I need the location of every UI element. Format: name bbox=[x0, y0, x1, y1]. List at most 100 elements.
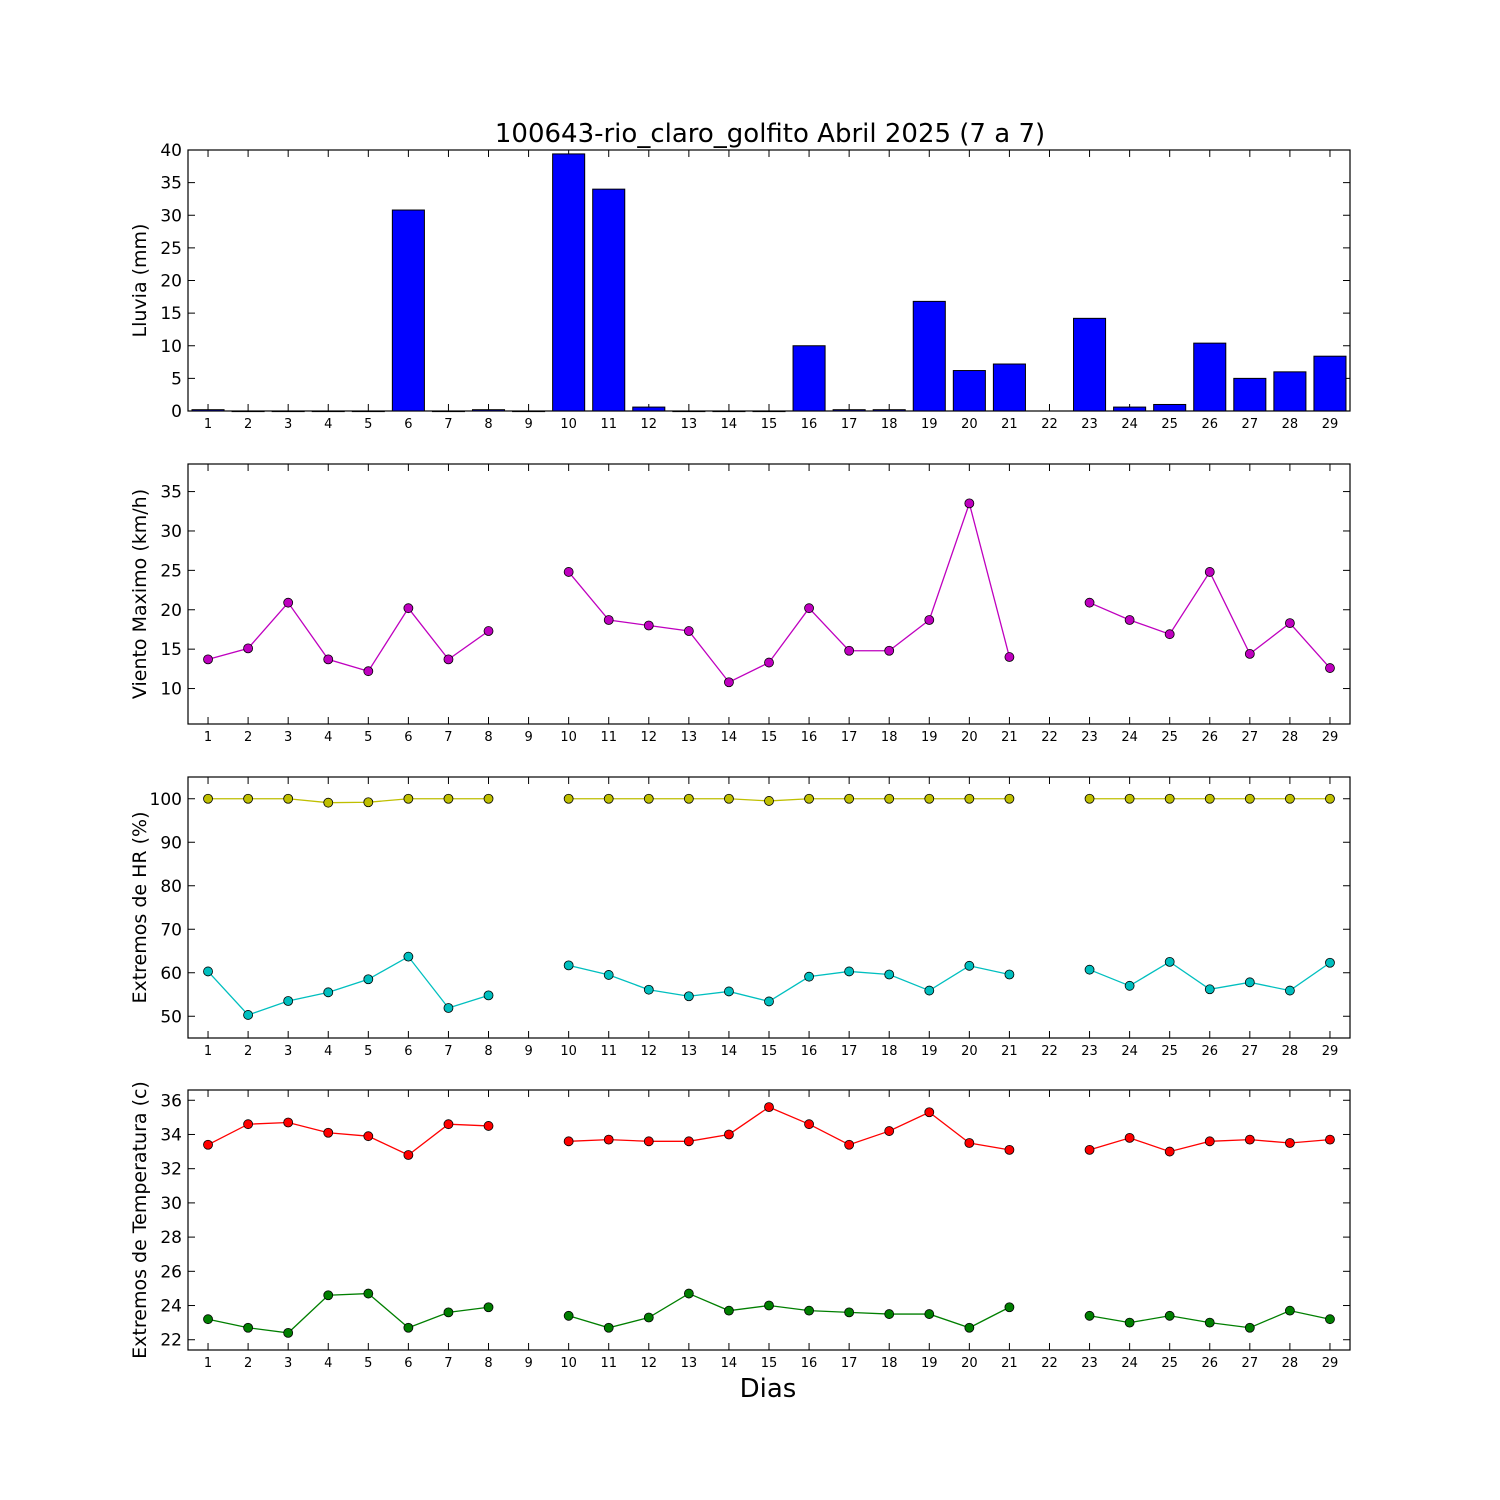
y-tick-label: 0 bbox=[171, 402, 182, 422]
x-tick-label: 27 bbox=[1242, 1044, 1259, 1059]
data-point bbox=[1284, 793, 1295, 804]
data-point bbox=[844, 1139, 855, 1150]
data-point bbox=[1124, 615, 1135, 625]
x-tick-label: 15 bbox=[761, 1044, 778, 1059]
data-point bbox=[563, 960, 574, 971]
x-tick-label: 22 bbox=[1041, 1044, 1058, 1059]
data-point bbox=[1084, 1144, 1095, 1155]
data-point bbox=[483, 1302, 494, 1313]
x-tick-label: 16 bbox=[801, 730, 818, 745]
y-tick-label: 20 bbox=[160, 601, 182, 621]
x-tick-label: 26 bbox=[1201, 417, 1218, 432]
plot-frame bbox=[187, 149, 1351, 412]
x-tick-label: 18 bbox=[881, 1356, 898, 1371]
x-tick-label: 21 bbox=[1001, 1044, 1018, 1059]
data-point bbox=[603, 1134, 614, 1145]
data-point bbox=[924, 1309, 935, 1319]
x-tick-label: 16 bbox=[801, 417, 818, 432]
data-point bbox=[403, 1322, 414, 1333]
data-point bbox=[363, 666, 374, 677]
x-tick-label: 26 bbox=[1201, 1356, 1218, 1371]
y-tick-label: 10 bbox=[160, 680, 182, 700]
series-line bbox=[568, 798, 1010, 802]
bar bbox=[1233, 377, 1267, 412]
x-tick-label: 23 bbox=[1081, 730, 1098, 745]
data-point bbox=[283, 597, 294, 608]
data-point bbox=[764, 796, 774, 806]
x-tick-label: 3 bbox=[284, 417, 292, 432]
x-tick-label: 26 bbox=[1201, 730, 1218, 745]
y-axis-label: Extremos de HR (%) bbox=[129, 811, 151, 1003]
x-tick-label: 25 bbox=[1161, 417, 1178, 432]
series-line bbox=[207, 1292, 489, 1334]
x-tick-label: 6 bbox=[404, 1044, 412, 1059]
x-tick-label: 3 bbox=[284, 730, 292, 745]
data-point bbox=[964, 960, 975, 971]
x-tick-label: 9 bbox=[524, 730, 532, 745]
data-point bbox=[1004, 793, 1015, 804]
x-tick-label: 24 bbox=[1121, 730, 1138, 745]
data-point bbox=[804, 1119, 814, 1130]
x-tick-label: 29 bbox=[1322, 417, 1339, 432]
data-point bbox=[603, 1322, 614, 1333]
bar bbox=[992, 363, 1026, 412]
data-point bbox=[1124, 1132, 1135, 1143]
x-tick-label: 15 bbox=[761, 730, 778, 745]
x-tick-label: 11 bbox=[600, 730, 617, 745]
y-tick-label: 80 bbox=[160, 877, 182, 897]
data-point bbox=[403, 951, 414, 962]
x-tick-label: 10 bbox=[560, 1044, 577, 1059]
x-tick-label: 27 bbox=[1242, 1356, 1259, 1371]
data-point bbox=[683, 1288, 694, 1299]
x-tick-label: 27 bbox=[1242, 417, 1259, 432]
data-point bbox=[1004, 1302, 1015, 1313]
data-point bbox=[1084, 793, 1095, 804]
y-tick-label: 20 bbox=[160, 272, 182, 292]
data-point bbox=[1284, 1305, 1295, 1316]
x-tick-label: 9 bbox=[524, 417, 532, 432]
data-point bbox=[643, 620, 654, 631]
x-tick-label: 4 bbox=[324, 417, 332, 432]
bar bbox=[311, 410, 345, 413]
x-tick-label: 22 bbox=[1041, 730, 1058, 745]
y-tick-label: 15 bbox=[160, 640, 182, 660]
y-tick-label: 28 bbox=[160, 1228, 182, 1248]
data-point bbox=[1325, 957, 1335, 968]
data-point bbox=[483, 626, 494, 636]
x-tick-label: 6 bbox=[404, 730, 412, 745]
series-line bbox=[568, 1106, 1010, 1151]
data-point bbox=[363, 797, 374, 808]
data-point bbox=[643, 984, 654, 995]
x-tick-label: 11 bbox=[600, 417, 617, 432]
x-tick-label: 5 bbox=[364, 1356, 372, 1371]
data-point bbox=[884, 969, 895, 980]
bar bbox=[872, 409, 906, 412]
data-point bbox=[443, 793, 454, 804]
bar bbox=[792, 345, 826, 412]
x-tick-label: 23 bbox=[1081, 1044, 1098, 1059]
y-tick-label: 35 bbox=[160, 174, 182, 194]
y-tick-label: 90 bbox=[160, 833, 182, 853]
x-tick-label: 28 bbox=[1282, 730, 1299, 745]
data-point bbox=[603, 970, 614, 980]
data-point bbox=[1084, 1310, 1095, 1321]
x-tick-label: 4 bbox=[324, 730, 332, 745]
data-point bbox=[764, 996, 774, 1007]
plot-frame bbox=[187, 463, 1351, 725]
y-axis-label: Extremos de Temperatura (c) bbox=[129, 1081, 151, 1359]
bar bbox=[632, 406, 666, 412]
x-tick-label: 11 bbox=[600, 1356, 617, 1371]
x-tick-label: 16 bbox=[801, 1044, 818, 1059]
data-point bbox=[1084, 597, 1095, 608]
data-point bbox=[243, 1322, 254, 1333]
x-tick-label: 14 bbox=[721, 417, 738, 432]
data-point bbox=[243, 1010, 254, 1020]
x-tick-label: 5 bbox=[364, 730, 372, 745]
bar bbox=[1073, 317, 1107, 412]
bar bbox=[351, 410, 385, 413]
data-point bbox=[764, 1300, 774, 1311]
x-tick-label: 29 bbox=[1322, 1356, 1339, 1371]
x-tick-label: 28 bbox=[1282, 1356, 1299, 1371]
